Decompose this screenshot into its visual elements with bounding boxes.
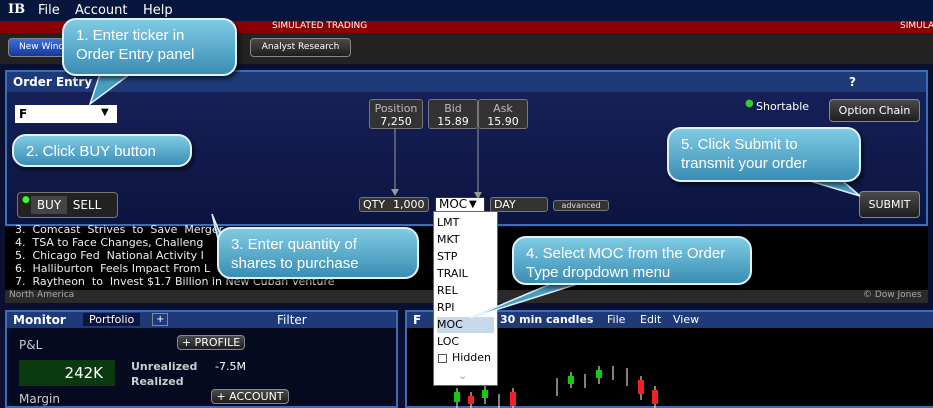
- status-dot: ●: [745, 98, 754, 109]
- checkbox[interactable]: [438, 354, 447, 363]
- callout: 3. Enter quantity of shares to purchase: [217, 227, 419, 279]
- position-box: Position 7,250: [369, 99, 423, 129]
- help-button[interactable]: ?: [849, 75, 856, 89]
- order-type-menu: LMT MKT STP TRAIL REL RPI MOC LOC Hidden ⌄: [433, 211, 498, 386]
- panel-header: F 30 min candles File Edit View: [407, 312, 933, 328]
- headline[interactable]: 3. Comcast Strives to Save Merger: [15, 223, 224, 236]
- source: © Dow Jones: [863, 290, 922, 300]
- dropdown-arrow: ▼: [101, 107, 109, 118]
- menu-option[interactable]: RPI: [437, 301, 455, 314]
- menu-option[interactable]: LOC: [437, 335, 460, 348]
- pointer: [469, 279, 591, 319]
- menu-option[interactable]: MOC: [437, 317, 494, 333]
- led: ●: [22, 195, 30, 205]
- ticker-input[interactable]: F ▼: [15, 105, 117, 123]
- banner-text: SIMULATED TRADING: [272, 21, 368, 31]
- headline[interactable]: 4. TSA to Face Changes, Challeng: [15, 236, 204, 249]
- menu-item[interactable]: Help: [143, 3, 173, 18]
- pointer: [88, 73, 133, 107]
- scroll-down[interactable]: ⌄: [458, 369, 468, 382]
- menu-option[interactable]: TRAIL: [437, 267, 468, 280]
- monitor-panel: Monitor Portfolio + Filter P&L + PROFILE…: [5, 310, 398, 408]
- buy-sell-group: ● BUY SELL: [17, 192, 118, 218]
- menu-bar: IB File Account Help: [0, 0, 933, 21]
- menu-item[interactable]: Account: [75, 3, 128, 18]
- order-type-select[interactable]: MOC ▼: [435, 197, 485, 212]
- menu-option[interactable]: STP: [437, 250, 458, 263]
- label: Bid: [444, 102, 462, 115]
- candle-down: [468, 380, 658, 406]
- add-tab[interactable]: +: [152, 313, 169, 326]
- label: Unrealized: [131, 360, 198, 373]
- arrow: ▼: [469, 199, 477, 210]
- value: 1,000: [393, 198, 425, 211]
- guide-head: [474, 192, 482, 199]
- value: 15.89: [437, 115, 469, 128]
- menu-item[interactable]: Edit: [640, 313, 662, 326]
- bid-box: Bid 15.89: [428, 99, 478, 129]
- panel-header: Order Entry ?: [7, 72, 926, 92]
- logo: IB: [8, 2, 26, 17]
- label: Position: [374, 102, 418, 115]
- tif-select[interactable]: DAY: [490, 197, 548, 212]
- callout: 1. Enter ticker in Order Entry panel: [62, 18, 237, 76]
- daily-pnl: 242K: [19, 360, 115, 386]
- sell-button[interactable]: SELL: [72, 198, 102, 212]
- ticker-text: F: [19, 107, 28, 121]
- label: P&L: [19, 338, 43, 352]
- value: 7,250: [380, 115, 412, 128]
- qty-box[interactable]: QTY 1,000: [359, 197, 429, 212]
- ask-box: Ask 15.90: [478, 99, 528, 129]
- hidden-option[interactable]: Hidden: [452, 351, 492, 364]
- panel-title: Order Entry: [13, 75, 93, 89]
- label: QTY: [363, 198, 386, 211]
- period[interactable]: 30 min candles: [500, 313, 594, 326]
- filter[interactable]: Filter: [277, 313, 307, 327]
- profile-button[interactable]: + PROFILE: [177, 335, 245, 350]
- menu-option[interactable]: MKT: [437, 233, 460, 246]
- label: Realized: [131, 375, 184, 388]
- callout: 4. Select MOC from the Order Type dropdo…: [512, 236, 752, 285]
- guide-head: [391, 189, 399, 196]
- banner-text: SIMULATED TRADING: [900, 21, 933, 31]
- menu-option[interactable]: REL: [437, 284, 458, 297]
- tab[interactable]: Portfolio: [83, 313, 141, 326]
- headline[interactable]: 6. Halliburton Feels Impact From L: [15, 262, 211, 275]
- account-button[interactable]: + ACCOUNT: [211, 389, 289, 404]
- value: MOC: [439, 197, 468, 211]
- panel-title: Monitor: [13, 313, 66, 327]
- value: -7.5M: [215, 360, 246, 373]
- menu-item[interactable]: File: [38, 3, 60, 18]
- menu-option[interactable]: LMT: [437, 216, 460, 229]
- menu-item[interactable]: File: [607, 313, 626, 326]
- region[interactable]: North America: [9, 290, 75, 300]
- value: 15.90: [487, 115, 519, 128]
- callout: 2. Click BUY button: [12, 134, 192, 167]
- headline[interactable]: 5. Chicago Fed National Activity I: [15, 249, 204, 262]
- label: Margin: [19, 392, 60, 406]
- candles: [454, 366, 658, 408]
- submit-button[interactable]: SUBMIT: [859, 191, 920, 218]
- menu-item[interactable]: View: [673, 313, 700, 326]
- advanced-button[interactable]: advanced: [553, 200, 609, 211]
- shortable: Shortable: [756, 100, 810, 113]
- symbol[interactable]: F: [413, 313, 422, 327]
- option-chain-button[interactable]: Option Chain: [829, 99, 920, 122]
- candle-up: [454, 370, 602, 402]
- callout: 5. Click Submit to transmit your order: [667, 127, 861, 182]
- label: Ask: [493, 102, 513, 115]
- buy-button[interactable]: BUY: [31, 196, 67, 214]
- panel-header: Monitor Portfolio + Filter: [7, 312, 396, 328]
- analyst-button[interactable]: Analyst Research: [250, 38, 351, 57]
